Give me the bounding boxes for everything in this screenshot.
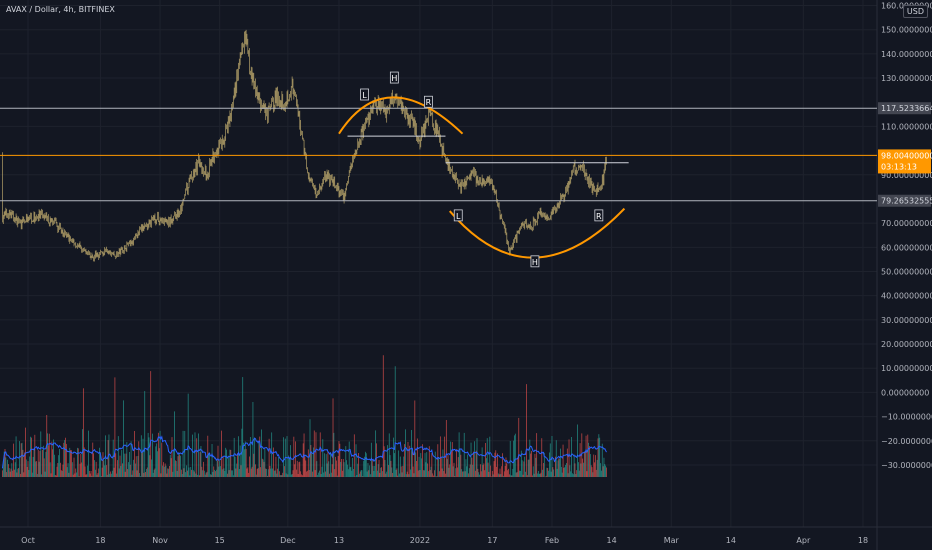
pattern-label: L	[456, 212, 461, 221]
pattern-label-box	[453, 209, 463, 222]
current-price-label: 98.00400000	[881, 151, 932, 160]
pattern-label: H	[391, 74, 397, 83]
y-tick-label: 70.00000000	[881, 219, 932, 228]
x-tick-label: Oct	[21, 536, 35, 545]
candles	[2, 29, 607, 262]
x-tick-label: Dec	[280, 536, 295, 545]
y-tick-label: 90.00000000	[881, 171, 932, 180]
x-tick-label: 15	[215, 536, 225, 545]
y-tick-label: 150.00000000	[881, 26, 932, 35]
y-tick-label: −20.00000000	[881, 437, 932, 446]
price-axis[interactable]: 180.00000000170.00000000160.00000000150.…	[878, 0, 932, 470]
y-tick-label: 10.00000000	[881, 364, 932, 373]
level-price-tag	[878, 194, 931, 207]
current-price-tag	[878, 149, 931, 174]
y-tick-label: 20.00000000	[881, 340, 932, 349]
pattern-label-box	[360, 88, 369, 101]
x-tick-label: 14	[607, 536, 617, 545]
pattern-label: R	[596, 212, 602, 221]
head-shoulders-top-curve	[338, 96, 464, 135]
level-price-label: 79.26532555	[881, 197, 932, 206]
y-tick-label: 110.00000000	[881, 122, 932, 131]
y-tick-label: 0.00000000	[881, 388, 929, 397]
x-tick-label: 18	[95, 536, 105, 545]
x-tick-label: Nov	[152, 536, 168, 545]
pattern-label-box	[594, 209, 604, 222]
countdown-label: 03:13:13	[881, 162, 917, 171]
x-tick-label: 14	[726, 536, 736, 545]
pattern-label: H	[532, 258, 538, 267]
pattern-label-box	[424, 95, 433, 108]
y-tick-label: 60.00000000	[881, 243, 932, 252]
y-tick-label: 40.00000000	[881, 292, 932, 301]
x-tick-label: Feb	[545, 536, 559, 545]
pattern-label-box	[389, 71, 399, 84]
volume-bars	[1, 355, 607, 478]
y-tick-label: −30.00000000	[881, 461, 932, 470]
pattern-label: R	[426, 98, 432, 107]
volume-moving-average	[1, 435, 607, 469]
x-tick-label: 2022	[410, 536, 430, 545]
symbol-title[interactable]: AVAX / Dollar, 4h, BITFINEX	[6, 5, 115, 14]
x-tick-label: 17	[487, 536, 497, 545]
drawings: L H R L H R	[0, 71, 877, 268]
y-tick-label: 30.00000000	[881, 316, 932, 325]
y-tick-label: 140.00000000	[881, 50, 932, 59]
x-tick-label: Apr	[796, 536, 811, 545]
currency-badge[interactable]: USD	[902, 5, 928, 18]
pattern-label-box	[530, 255, 540, 268]
x-tick-label: Mar	[664, 536, 680, 545]
level-price-label: 117.52336645	[881, 104, 932, 113]
y-tick-label: 50.00000000	[881, 268, 932, 277]
x-tick-label: 13	[334, 536, 344, 545]
y-tick-label: −10.00000000	[881, 413, 932, 422]
time-axis[interactable]: Oct 18 Nov 15 Dec 13 2022 17 Feb 14 Mar 14 Apr 18	[21, 536, 868, 545]
y-tick-label: 130.00000000	[881, 74, 932, 83]
x-tick-label: 18	[858, 536, 868, 545]
level-price-tag	[878, 102, 931, 115]
pattern-label: L	[362, 91, 367, 100]
